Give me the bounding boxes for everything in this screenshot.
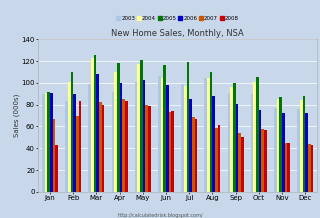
Bar [148,106,151,192]
Bar [192,117,195,192]
Bar [120,83,122,192]
Bar [114,72,117,192]
Bar [285,143,287,192]
Text: http://calculatedrisk.blogspot.com/: http://calculatedrisk.blogspot.com/ [117,213,203,218]
Bar [228,93,230,192]
Bar [99,102,102,192]
Bar [261,129,264,192]
Bar [236,104,238,192]
Title: New Home Sales, Monthly, NSA: New Home Sales, Monthly, NSA [111,29,244,38]
Bar [279,97,282,192]
Bar [135,82,138,192]
Bar [45,93,47,192]
Bar [287,143,290,192]
Bar [218,125,220,192]
Bar [251,94,253,192]
Bar [161,78,163,192]
Bar [207,78,210,192]
Bar [143,80,146,192]
Bar [73,94,76,192]
Bar [112,92,114,192]
Bar [125,101,128,192]
Bar [212,96,215,192]
Bar [169,112,171,192]
Bar [233,83,236,192]
Bar [117,63,120,192]
Bar [215,128,218,192]
Bar [308,144,310,192]
Bar [96,74,99,192]
Bar [305,113,308,192]
Bar [230,87,233,192]
Bar [184,86,187,192]
Bar [181,84,184,192]
Bar [122,99,125,192]
Bar [259,110,261,192]
Bar [171,111,174,192]
Bar [241,137,244,192]
Bar [78,101,81,192]
Bar [91,58,94,192]
Bar [302,96,305,192]
Bar [102,105,104,192]
Bar [70,72,73,192]
Bar [274,108,277,192]
Bar [264,130,267,192]
Bar [140,60,143,192]
Bar [158,76,161,192]
Bar [55,145,58,192]
Bar [68,82,70,192]
Bar [277,99,279,192]
Bar [50,93,53,192]
Bar [146,105,148,192]
Bar [163,65,166,192]
Bar [53,119,55,192]
Legend: 2003, 2004, 2005, 2006, 2007, 2008: 2003, 2004, 2005, 2006, 2007, 2008 [116,16,239,21]
Bar [300,100,302,192]
Bar [297,109,300,192]
Bar [42,94,45,192]
Bar [187,62,189,192]
Bar [166,85,169,192]
Bar [282,113,285,192]
Bar [76,116,78,192]
Bar [256,77,259,192]
Y-axis label: Sales (000s): Sales (000s) [13,94,20,137]
Bar [94,54,96,192]
Bar [88,84,91,192]
Bar [238,133,241,192]
Bar [210,72,212,192]
Bar [47,92,50,192]
Bar [310,145,313,192]
Bar [189,99,192,192]
Bar [253,82,256,192]
Bar [65,101,68,192]
Bar [138,64,140,192]
Bar [204,78,207,192]
Bar [195,119,197,192]
